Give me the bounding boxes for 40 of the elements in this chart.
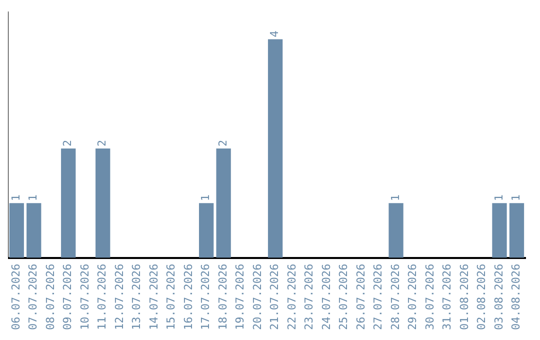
x-tick-label: 03.08.2026 (492, 264, 506, 330)
x-tick-label: 07.07.2026 (26, 264, 40, 330)
data-label: 1 (9, 194, 22, 202)
x-tick-label: 11.07.2026 (96, 264, 109, 330)
data-label: 2 (216, 140, 230, 147)
x-tick-label: 28.07.2026 (388, 264, 402, 330)
data-label: 2 (96, 140, 109, 147)
x-tick-label: 25.07.2026 (337, 264, 350, 330)
x-tick-label: 04.08.2026 (510, 264, 523, 330)
x-tick-label: 21.07.2026 (268, 264, 282, 330)
x-tick-label: 30.07.2026 (423, 264, 436, 330)
x-tick-label: 29.07.2026 (406, 264, 420, 330)
x-tick-label: 27.07.2026 (372, 264, 385, 330)
x-tick-label: 19.07.2026 (234, 264, 247, 330)
x-tick-label: 09.07.2026 (61, 264, 74, 330)
x-tick-label: 01.08.2026 (458, 264, 471, 330)
x-tick-label: 02.08.2026 (475, 264, 488, 330)
x-tick-label: 26.07.2026 (354, 264, 368, 330)
data-label: 1 (26, 194, 40, 202)
data-label: 1 (510, 194, 523, 202)
x-tick-label: 17.07.2026 (199, 264, 212, 330)
x-tick-label: 08.07.2026 (44, 264, 57, 330)
data-label: 1 (388, 194, 402, 202)
x-tick-label: 15.07.2026 (164, 264, 178, 330)
x-tick-label: 06.07.2026 (9, 264, 22, 330)
data-label: 4 (268, 30, 282, 38)
data-label: 2 (61, 140, 74, 147)
x-tick-label: 13.07.2026 (130, 264, 144, 330)
x-tick-label: 31.07.2026 (440, 264, 454, 330)
x-tick-label: 23.07.2026 (302, 264, 316, 330)
x-tick-label: 18.07.2026 (216, 264, 230, 330)
data-label: 1 (492, 194, 506, 202)
x-tick-label: 14.07.2026 (147, 264, 160, 330)
x-tick-label: 22.07.2026 (285, 264, 298, 330)
x-tick-label: 20.07.2026 (250, 264, 264, 330)
data-label: 1 (199, 194, 212, 202)
x-tick-label: 24.07.2026 (320, 264, 333, 330)
x-tick-label: 10.07.2026 (78, 264, 92, 330)
x-tick-label: 12.07.2026 (112, 264, 126, 330)
x-tick-label: 16.07.2026 (182, 264, 195, 330)
